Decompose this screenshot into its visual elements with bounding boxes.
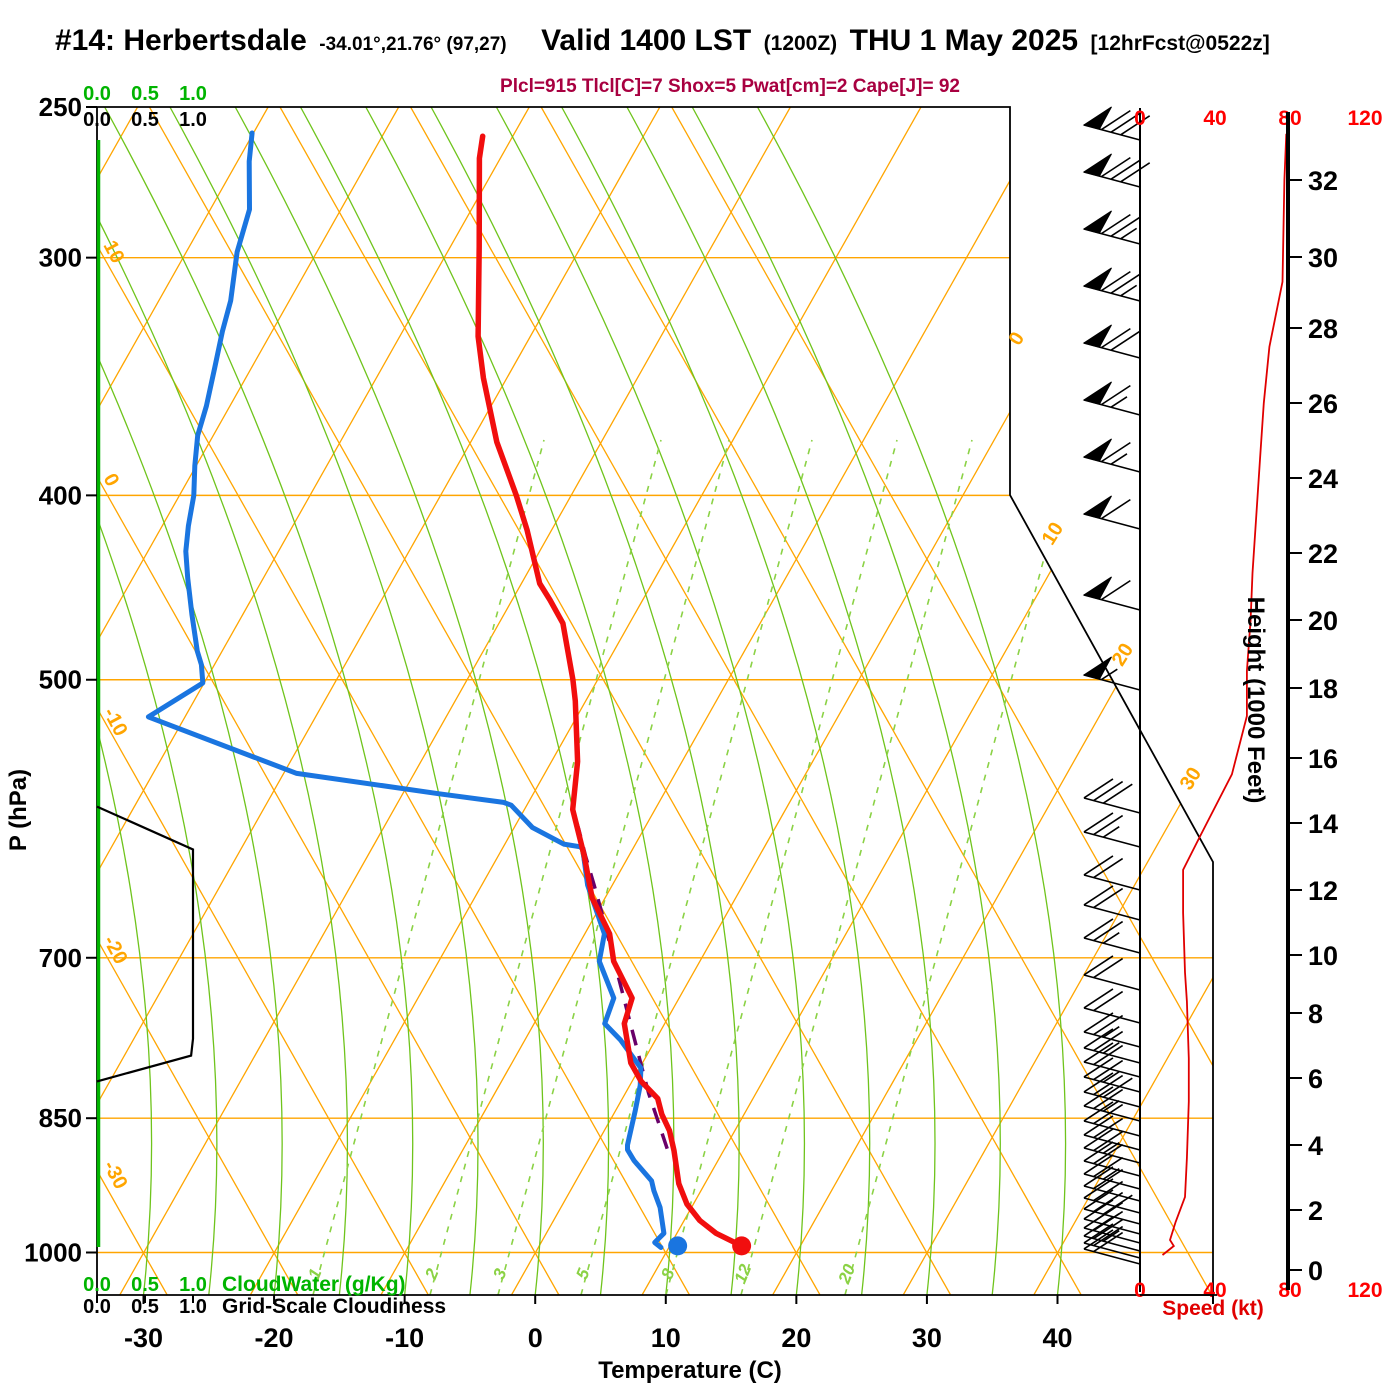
svg-text:5: 5 (572, 1265, 593, 1281)
svg-text:20: 20 (834, 1261, 859, 1287)
valid-time: Valid 1400 LST (541, 24, 752, 57)
svg-text:0.0: 0.0 (83, 83, 111, 105)
svg-text:0: 0 (528, 1323, 543, 1353)
svg-text:-30: -30 (124, 1323, 163, 1353)
svg-text:2: 2 (421, 1265, 443, 1282)
valid-date: THU 1 May 2025 (849, 24, 1079, 57)
svg-text:-10: -10 (385, 1323, 424, 1353)
station-coords: -34.01°,21.76° (97,27) (319, 34, 507, 55)
isobars (97, 256, 1213, 1254)
forecast-tag: [12hrFcst@0522z] (1090, 32, 1270, 55)
svg-text:1.0: 1.0 (179, 1274, 207, 1296)
background-grid (97, 107, 1213, 1295)
svg-text:0.0: 0.0 (83, 1274, 111, 1296)
cloudiness-profile (96, 805, 195, 1083)
svg-text:10: 10 (99, 237, 129, 267)
svg-text:1.0: 1.0 (179, 109, 207, 131)
svg-text:10: 10 (1308, 941, 1338, 971)
pressure-axis-title: P (hPa) (5, 769, 32, 851)
svg-text:0.5: 0.5 (131, 1296, 159, 1318)
svg-text:400: 400 (39, 480, 82, 510)
svg-text:700: 700 (39, 943, 82, 973)
svg-text:1.0: 1.0 (179, 83, 207, 105)
svg-text:300: 300 (39, 243, 82, 273)
svg-text:-10: -10 (99, 704, 132, 740)
svg-text:40: 40 (1203, 1279, 1226, 1302)
svg-text:0.5: 0.5 (131, 109, 159, 131)
svg-text:20: 20 (1308, 606, 1338, 636)
svg-text:14: 14 (1308, 809, 1338, 839)
temperature-axis-title: Temperature (C) (598, 1357, 782, 1384)
svg-text:0.0: 0.0 (83, 109, 111, 131)
wind-barb-column (1082, 106, 1151, 1292)
svg-text:26: 26 (1308, 389, 1338, 419)
dry-adiabats (97, 107, 1213, 1295)
temperature-curve (475, 133, 745, 1249)
svg-text:120: 120 (1347, 107, 1382, 130)
svg-text:0.0: 0.0 (83, 1296, 111, 1318)
valid-zulu: (1200Z) (763, 32, 838, 55)
svg-text:-20: -20 (255, 1323, 294, 1353)
pressure-axis: 250 300 400 500 700 850 1000 (24, 92, 97, 1267)
height-axis-title: Height (1000 Feet) (1242, 597, 1269, 804)
title-bar: #14: Herbertsdale -34.01°,21.76° (97,27)… (55, 24, 1278, 58)
svg-text:0: 0 (1005, 328, 1030, 349)
svg-text:1.0: 1.0 (179, 1296, 207, 1318)
svg-text:500: 500 (39, 665, 82, 695)
svg-text:8: 8 (1308, 999, 1323, 1029)
svg-text:0: 0 (1134, 107, 1146, 130)
bottom-axis: -30 -20 -10 0 10 20 30 400.00.00.00.00.50.50.50… (83, 83, 1072, 1353)
svg-text:4: 4 (1308, 1131, 1323, 1161)
svg-text:-30: -30 (99, 1157, 132, 1193)
dewpoint-curve (145, 130, 667, 1250)
svg-text:20: 20 (781, 1323, 811, 1353)
svg-text:250: 250 (39, 92, 82, 122)
wind-speed-curve (1161, 133, 1288, 1256)
surface-dewpoint-dot (668, 1236, 688, 1256)
svg-text:10: 10 (651, 1323, 681, 1353)
svg-text:24: 24 (1308, 464, 1338, 494)
svg-text:6: 6 (1308, 1064, 1323, 1094)
cloudiness-scale-title: Grid-Scale Cloudiness (222, 1295, 446, 1318)
svg-text:32: 32 (1308, 166, 1338, 196)
svg-text:40: 40 (1203, 107, 1226, 130)
svg-text:0: 0 (1308, 1256, 1323, 1286)
svg-text:28: 28 (1308, 314, 1338, 344)
svg-text:2: 2 (1308, 1196, 1323, 1226)
station-title: #14: Herbertsdale (55, 24, 307, 57)
speed-axis: 0040408080120120 (1134, 107, 1383, 1304)
svg-text:0.5: 0.5 (131, 1274, 159, 1296)
svg-text:16: 16 (1308, 744, 1338, 774)
isotherms (97, 107, 1213, 1295)
svg-text:30: 30 (1176, 764, 1206, 795)
svg-text:10: 10 (1038, 519, 1068, 550)
speed-axis-title: Speed (kt) (1162, 1297, 1264, 1320)
svg-text:0: 0 (99, 470, 124, 490)
svg-text:40: 40 (1042, 1323, 1072, 1353)
svg-text:22: 22 (1308, 539, 1338, 569)
svg-text:30: 30 (1308, 243, 1338, 273)
svg-text:1000: 1000 (24, 1237, 82, 1267)
svg-text:80: 80 (1278, 1279, 1301, 1302)
svg-text:0.5: 0.5 (131, 83, 159, 105)
svg-text:-20: -20 (99, 932, 132, 968)
surface-temperature-dot (732, 1236, 752, 1256)
cloudwater-scale-title: CloudWater (g/Kg) (222, 1273, 406, 1296)
svg-text:3: 3 (489, 1265, 510, 1281)
svg-text:850: 850 (39, 1103, 82, 1133)
svg-text:0: 0 (1134, 1279, 1146, 1302)
mixing-ratio-lines (312, 439, 1077, 1295)
svg-text:18: 18 (1308, 674, 1338, 704)
svg-text:120: 120 (1347, 1279, 1382, 1302)
moist-adiabats (97, 107, 1067, 1295)
svg-text:12: 12 (1308, 876, 1338, 906)
svg-text:30: 30 (912, 1323, 942, 1353)
sounding-indices: Plcl=915 Tlcl[C]=7 Shox=5 Pwat[cm]=2 Cap… (500, 76, 960, 97)
svg-text:20: 20 (1108, 640, 1138, 671)
